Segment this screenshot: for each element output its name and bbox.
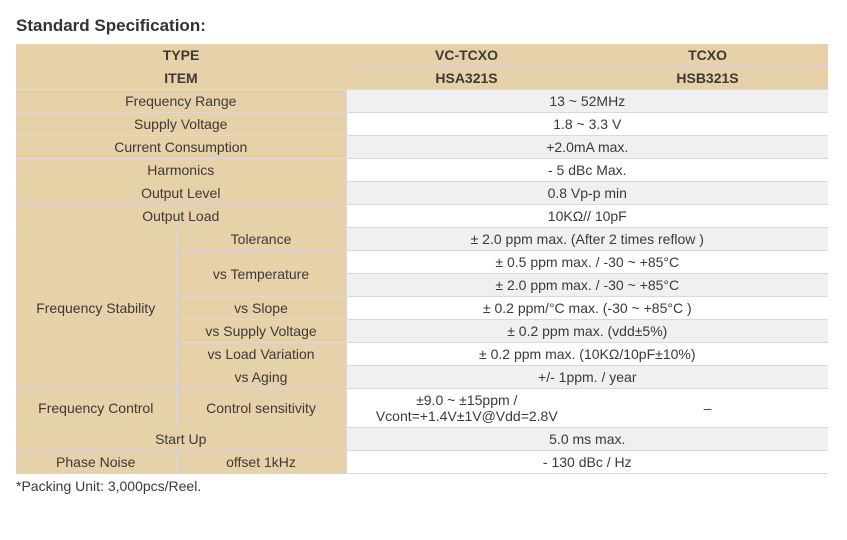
sub-label: offset 1kHz <box>176 451 346 474</box>
row-label: Output Load <box>16 205 346 228</box>
cell-value: +/- 1ppm. / year <box>346 366 828 389</box>
row-label: Harmonics <box>16 159 346 182</box>
sub-label: vs Aging <box>176 366 346 389</box>
sub-label: Control sensitivity <box>176 389 346 428</box>
col-bot-1: HSB321S <box>587 67 828 90</box>
group-freq-stability: Frequency Stability <box>16 228 176 389</box>
group-freq-control: Frequency Control <box>16 389 176 428</box>
cell-value: ± 2.0 ppm max. / -30 ~ +85°C <box>346 274 828 297</box>
sub-label: Tolerance <box>176 228 346 251</box>
row-value: - 5 dBc Max. <box>346 159 828 182</box>
sub-label: vs Temperature <box>176 251 346 297</box>
row-value: +2.0mA max. <box>346 136 828 159</box>
cell-value: ± 0.2 ppm max. (10KΩ/10pF±10%) <box>346 343 828 366</box>
cell-value: ±9.0 ~ ±15ppm / Vcont=+1.4V±1V@Vdd=2.8V <box>346 389 587 428</box>
col-top-0: VC-TCXO <box>346 44 587 67</box>
footnote: *Packing Unit: 3,000pcs/Reel. <box>16 478 831 494</box>
cell-value: ± 0.2 ppm/°C max. (-30 ~ +85°C ) <box>346 297 828 320</box>
row-value: 13 ~ 52MHz <box>346 90 828 113</box>
row-label: Output Level <box>16 182 346 205</box>
row-value: 5.0 ms max. <box>346 428 828 451</box>
cell-value: - 130 dBc / Hz <box>346 451 828 474</box>
row-label: Start Up <box>16 428 346 451</box>
col-top-1: TCXO <box>587 44 828 67</box>
row-label: Frequency Range <box>16 90 346 113</box>
spec-table: TYPE VC-TCXO TCXO ITEM HSA321S HSB321S F… <box>16 44 828 474</box>
cell-value: ± 0.2 ppm max. (vdd±5%) <box>346 320 828 343</box>
cell-value: ± 0.5 ppm max. / -30 ~ +85°C <box>346 251 828 274</box>
sub-label: vs Slope <box>176 297 346 320</box>
item-header: ITEM <box>16 67 346 90</box>
row-value: 0.8 Vp-p min <box>346 182 828 205</box>
cell-value: – <box>587 389 828 428</box>
row-value: 10KΩ// 10pF <box>346 205 828 228</box>
row-value: 1.8 ~ 3.3 V <box>346 113 828 136</box>
col-bot-0: HSA321S <box>346 67 587 90</box>
group-phase-noise: Phase Noise <box>16 451 176 474</box>
row-label: Current Consumption <box>16 136 346 159</box>
sub-label: vs Load Variation <box>176 343 346 366</box>
sub-label: vs Supply Voltage <box>176 320 346 343</box>
page-title: Standard Specification: <box>16 16 831 36</box>
type-header: TYPE <box>16 44 346 67</box>
row-label: Supply Voltage <box>16 113 346 136</box>
cell-value: ± 2.0 ppm max. (After 2 times reflow ) <box>346 228 828 251</box>
